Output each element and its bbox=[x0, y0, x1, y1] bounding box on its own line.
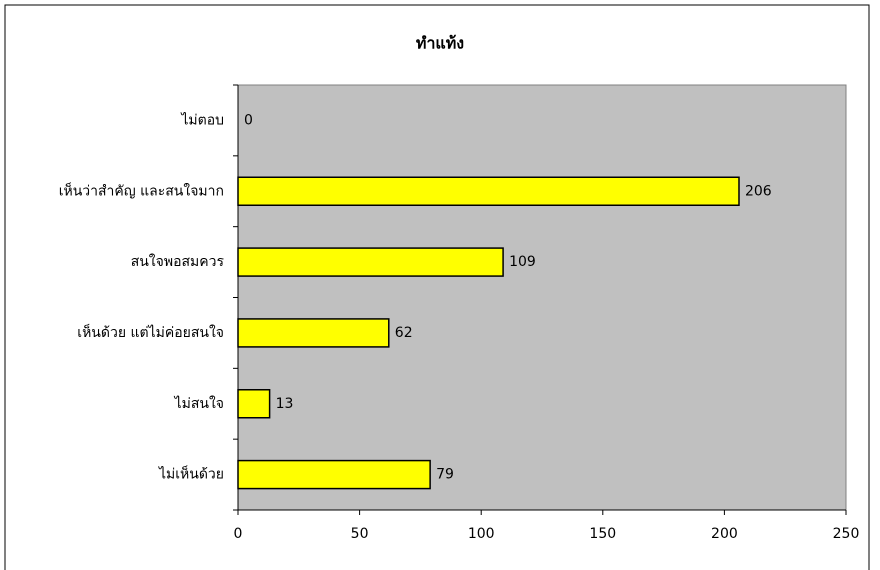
x-tick-label: 200 bbox=[711, 526, 738, 542]
x-tick-label: 150 bbox=[589, 526, 616, 542]
y-tick-label: เห็นว่าสำคัญ และสนใจมาก bbox=[59, 181, 224, 199]
chart-title: ทำแท้ง bbox=[416, 34, 464, 53]
bar bbox=[237, 318, 390, 348]
bar bbox=[237, 389, 271, 419]
y-tick-label: เห็นด้วย แต่ไม่ค่อยสนใจ bbox=[77, 323, 224, 341]
x-tick-label: 100 bbox=[468, 526, 495, 542]
data-label: 79 bbox=[436, 467, 454, 483]
data-label: 109 bbox=[509, 254, 536, 270]
x-tick-label: 50 bbox=[351, 526, 369, 542]
plot-area bbox=[237, 84, 847, 511]
y-tick-label: ไม่เห็นด้วย bbox=[158, 465, 224, 483]
data-label: 62 bbox=[395, 325, 413, 341]
bar bbox=[237, 459, 431, 490]
data-label: 13 bbox=[276, 396, 294, 412]
x-tick-label: 0 bbox=[234, 526, 243, 542]
y-tick-label: ไม่ตอบ bbox=[180, 111, 224, 128]
bar bbox=[237, 176, 740, 206]
x-tick-label: 250 bbox=[833, 526, 860, 542]
data-label: 206 bbox=[745, 183, 772, 199]
data-label: 0 bbox=[244, 112, 253, 128]
y-tick-label: ไม่สนใจ bbox=[174, 395, 224, 412]
bar bbox=[237, 247, 504, 277]
y-tick-label: สนใจพอสมควร bbox=[131, 253, 225, 270]
